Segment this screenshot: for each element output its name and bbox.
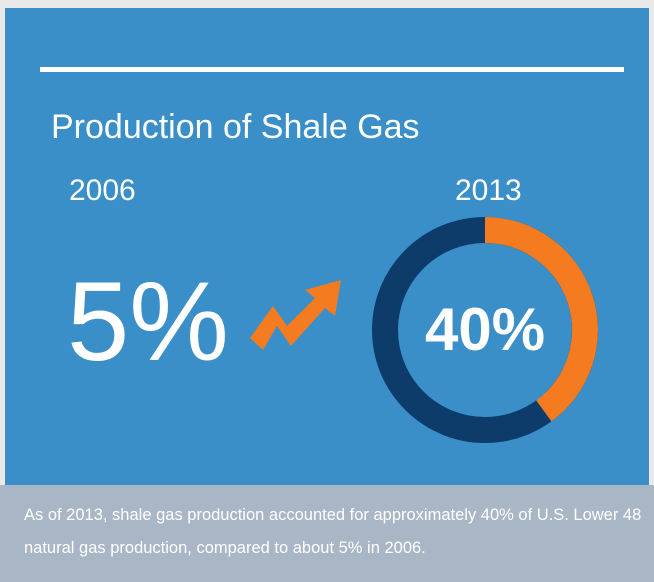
year-label: 2006 (69, 174, 136, 207)
caption-band: As of 2013, shale gas production account… (0, 485, 654, 582)
divider (40, 67, 624, 72)
title: Production of Shale Gas (51, 108, 420, 146)
growth-arrow (250, 280, 341, 350)
caption: As of 2013, shale gas production account… (24, 506, 642, 557)
panel: Production of Shale Gas 2006 2013 5% 40% (5, 8, 649, 485)
year-label: 2013 (455, 174, 522, 207)
value-label: 5% (67, 259, 229, 384)
donut-segment (484, 217, 598, 422)
graphic: 40% (250, 217, 598, 443)
donut-label: 40% (425, 296, 545, 363)
